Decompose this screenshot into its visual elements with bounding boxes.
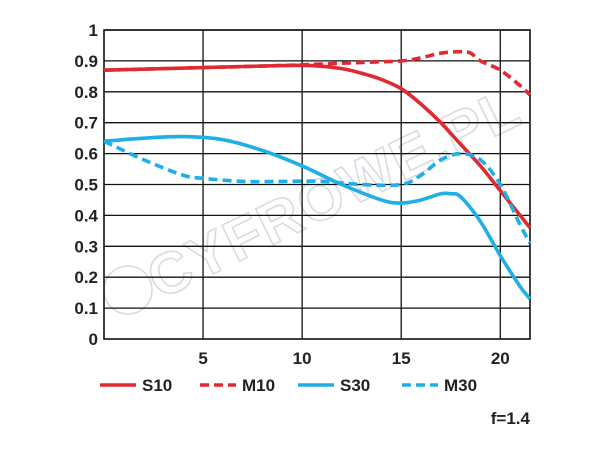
x-tick-label: 10 xyxy=(293,349,312,368)
plot-frame xyxy=(103,29,531,340)
watermark-text: CYFROWE.PL xyxy=(137,75,531,312)
series-lines xyxy=(103,49,532,300)
series-line-s30 xyxy=(103,134,532,300)
y-tick-label: 0.8 xyxy=(74,83,98,102)
axes: 00.10.20.30.40.50.60.70.80.915 10 15 20 xyxy=(74,21,531,368)
y-tick-label: 0.6 xyxy=(74,145,98,164)
y-tick-label: 0.7 xyxy=(74,114,98,133)
y-tick-label: 0.3 xyxy=(74,237,98,256)
legend-label-s10: S10 xyxy=(142,376,172,395)
y-tick-label: 0 xyxy=(89,330,98,349)
legend: S10 M10 S30 M30 xyxy=(100,376,477,395)
y-tick-label: 1 xyxy=(89,21,98,40)
y-tick-label: 0.5 xyxy=(74,176,98,195)
watermark-logo-circle xyxy=(103,265,153,315)
legend-label-s30: S30 xyxy=(340,376,370,395)
y-tick-label: 0.4 xyxy=(74,206,98,225)
x-tick-label: 20 xyxy=(491,349,510,368)
y-tick-label: 0.9 xyxy=(74,52,98,71)
watermark: CYFROWE.PL xyxy=(103,74,532,315)
y-tick-label: 0.1 xyxy=(74,299,98,318)
y-tick-label: 0.2 xyxy=(74,268,98,287)
series-line-m30 xyxy=(103,139,532,245)
legend-label-m30: M30 xyxy=(444,376,477,395)
x-tick-label: 5 xyxy=(198,349,207,368)
x-tick-label: 15 xyxy=(392,349,411,368)
legend-label-m10: M10 xyxy=(242,376,275,395)
aperture-annotation: f=1.4 xyxy=(491,409,531,428)
series-line-m10 xyxy=(103,49,532,97)
series-line-s10 xyxy=(103,63,532,229)
